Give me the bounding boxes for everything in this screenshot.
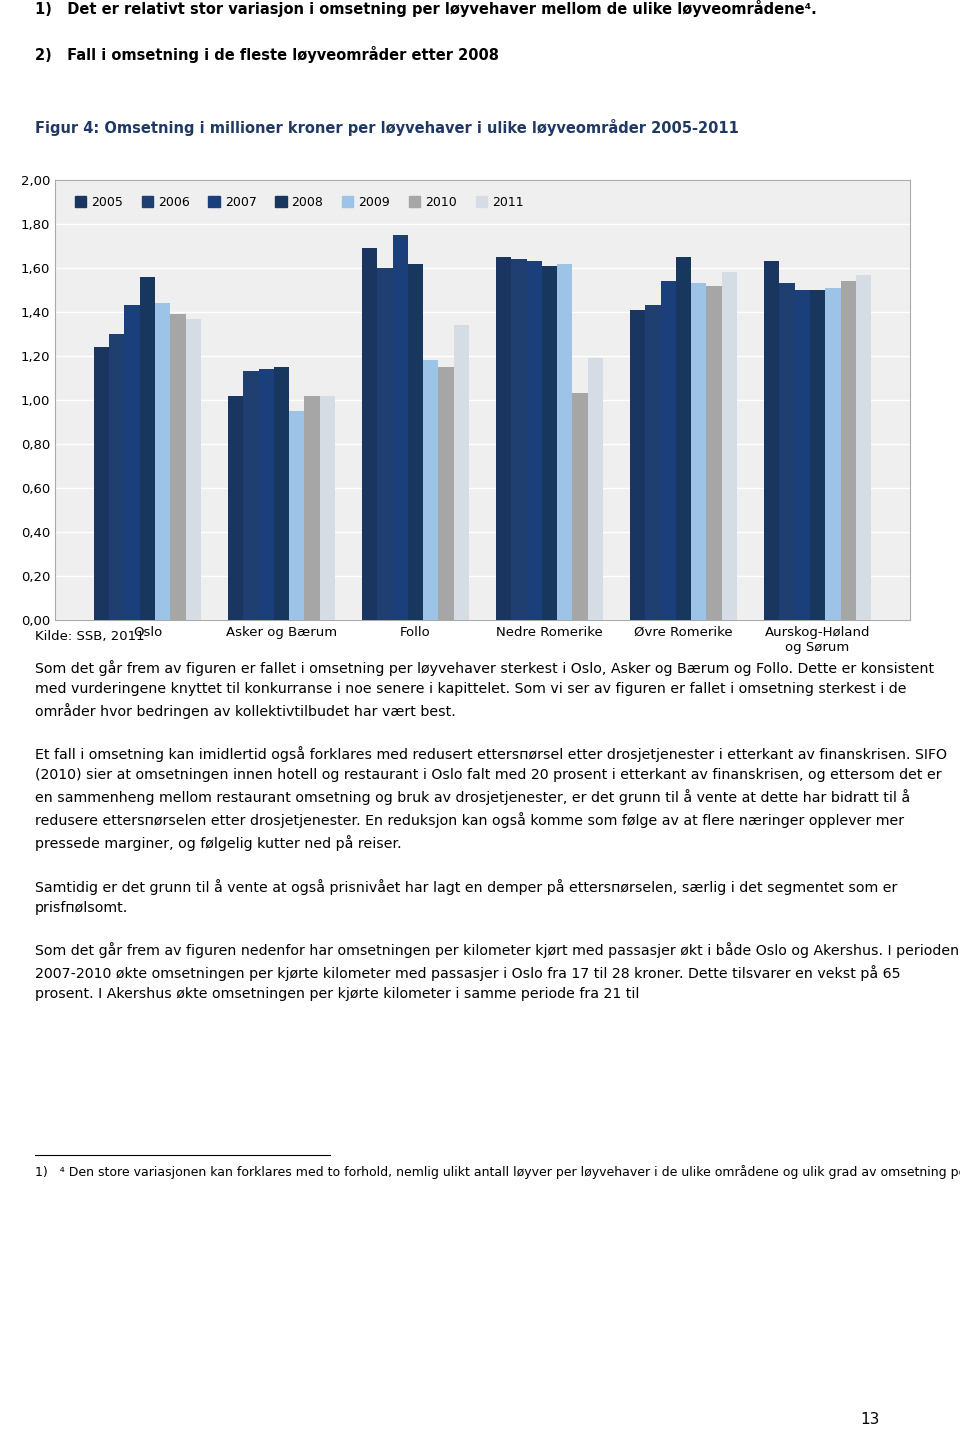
Bar	[855, 275, 871, 620]
Bar	[512, 259, 526, 620]
Bar	[258, 369, 274, 620]
Bar	[185, 319, 201, 620]
Bar	[243, 371, 258, 620]
Bar	[826, 288, 841, 620]
Bar	[676, 256, 691, 620]
Text: 13: 13	[860, 1413, 879, 1427]
Bar	[156, 303, 171, 620]
Bar	[691, 284, 707, 620]
Bar	[707, 285, 722, 620]
Bar	[722, 272, 737, 620]
Text: Kilde: SSB, 2011: Kilde: SSB, 2011	[35, 630, 145, 643]
Bar	[557, 264, 572, 620]
Bar	[320, 396, 335, 620]
Bar	[841, 281, 855, 620]
Bar	[439, 367, 454, 620]
Bar	[109, 335, 125, 620]
Bar	[289, 412, 304, 620]
Bar	[408, 264, 423, 620]
Bar	[125, 306, 140, 620]
Bar	[454, 325, 469, 620]
Bar	[764, 261, 780, 620]
Bar	[228, 396, 243, 620]
Text: Figur 4: Omsetning i millioner kroner per løyvehaver i ulike løyveområder 2005-2: Figur 4: Omsetning i millioner kroner pe…	[35, 119, 739, 136]
Bar	[171, 314, 185, 620]
Bar	[362, 248, 377, 620]
Bar	[630, 310, 645, 620]
Bar	[423, 361, 439, 620]
Bar	[660, 281, 676, 620]
Bar	[94, 348, 109, 620]
Bar	[496, 256, 512, 620]
Text: 1)   ⁴ Den store variasjonen kan forklares med to forhold, nemlig ulikt antall l: 1) ⁴ Den store variasjonen kan forklares…	[35, 1165, 960, 1179]
Text: 1)   Det er relativt stor variasjon i omsetning per løyvehaver mellom de ulike l: 1) Det er relativt stor variasjon i omse…	[35, 0, 817, 17]
Bar	[140, 277, 156, 620]
Bar	[274, 367, 289, 620]
Bar	[377, 268, 393, 620]
Bar	[526, 261, 541, 620]
Bar	[810, 290, 826, 620]
Bar	[588, 358, 603, 620]
Bar	[645, 306, 660, 620]
Legend: 2005, 2006, 2007, 2008, 2009, 2010, 2011: 2005, 2006, 2007, 2008, 2009, 2010, 2011	[70, 191, 529, 213]
Bar	[541, 265, 557, 620]
Text: Som det går frem av figuren er fallet i omsetning per løyvehaver sterkest i Oslo: Som det går frem av figuren er fallet i …	[35, 659, 959, 1001]
Bar	[780, 284, 795, 620]
Text: 2)   Fall i omsetning i de fleste løyveområder etter 2008: 2) Fall i omsetning i de fleste løyveomr…	[35, 45, 499, 62]
Bar	[572, 393, 588, 620]
Bar	[304, 396, 320, 620]
Bar	[795, 290, 810, 620]
Bar	[393, 235, 408, 620]
